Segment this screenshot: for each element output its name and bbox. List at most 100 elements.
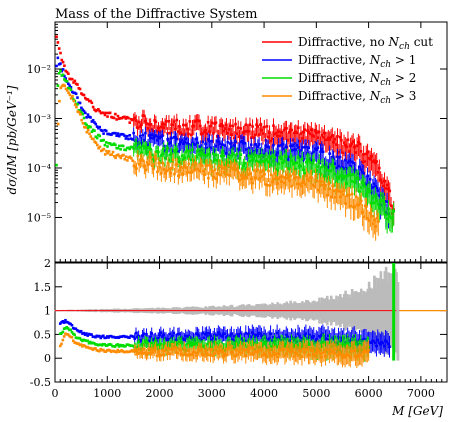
data-point — [205, 132, 209, 135]
ratio-point — [116, 348, 120, 352]
ratio-point — [190, 341, 194, 345]
data-point — [126, 159, 129, 162]
data-point — [191, 148, 194, 151]
data-point — [117, 117, 121, 120]
ratio-point — [125, 350, 129, 353]
data-point — [311, 161, 314, 165]
data-point — [227, 156, 231, 160]
data-point — [201, 169, 205, 173]
data-point — [184, 150, 188, 154]
ratio-point — [286, 335, 289, 339]
data-point — [65, 89, 69, 92]
data-point — [114, 112, 117, 116]
ratio-point — [175, 338, 178, 342]
data-point — [329, 169, 333, 173]
data-point — [272, 143, 275, 147]
data-point — [376, 202, 380, 206]
ratio-point — [200, 339, 203, 342]
data-point — [145, 161, 149, 164]
data-point — [306, 158, 309, 162]
ratio-point — [303, 351, 306, 354]
data-point — [186, 171, 189, 174]
ratio-point — [309, 348, 313, 352]
data-point — [131, 118, 134, 122]
ratio-point — [149, 335, 152, 339]
data-point — [179, 140, 183, 144]
data-point — [327, 182, 330, 185]
y-ratio-tick-label: 1.5 — [34, 281, 52, 294]
data-point — [341, 166, 345, 169]
ratio-point — [119, 343, 122, 347]
data-point — [92, 137, 95, 141]
data-point — [97, 108, 100, 111]
ratio-point — [173, 346, 177, 349]
data-point — [176, 156, 180, 160]
data-point — [144, 131, 147, 135]
ratio-point — [373, 341, 377, 345]
data-point — [255, 159, 258, 163]
ratio-point — [81, 332, 84, 335]
data-point — [251, 181, 255, 185]
ratio-point — [171, 334, 174, 338]
ratio-point — [71, 326, 75, 330]
data-point — [299, 164, 303, 168]
data-point — [71, 94, 74, 98]
data-point — [347, 159, 351, 163]
data-point — [311, 183, 315, 187]
data-point — [166, 161, 170, 165]
ratio-point — [261, 353, 265, 357]
ratio-point — [317, 334, 321, 338]
ratio-point — [281, 347, 284, 351]
ratio-point — [298, 349, 301, 353]
data-point — [333, 172, 337, 176]
ratio-point — [380, 340, 383, 344]
ratio-point — [136, 352, 139, 355]
data-point — [110, 143, 113, 147]
data-point — [368, 177, 372, 181]
data-point — [312, 150, 316, 154]
ratio-point — [133, 348, 137, 352]
ratio-point — [69, 335, 72, 339]
ratio-point — [244, 354, 248, 358]
data-point — [297, 145, 300, 149]
data-point — [358, 165, 362, 169]
data-point — [190, 170, 193, 174]
ratio-point — [236, 353, 240, 356]
ratio-point — [223, 332, 227, 336]
ratio-point — [308, 353, 312, 357]
data-point — [114, 131, 117, 135]
ratio-point — [217, 331, 220, 334]
main-panel: 10⁻⁵10⁻⁴10⁻³10⁻² — [27, 21, 448, 263]
data-point — [112, 131, 116, 135]
data-point — [116, 132, 120, 135]
data-point — [302, 168, 305, 172]
data-point — [229, 165, 232, 169]
data-point — [201, 152, 205, 156]
data-point — [178, 142, 181, 146]
ratio-point — [90, 333, 93, 336]
ratio-point — [324, 337, 327, 341]
ratio-point — [73, 341, 76, 344]
ratio-point — [117, 350, 121, 354]
data-point — [176, 130, 180, 133]
data-point — [204, 128, 207, 132]
data-point — [121, 115, 125, 119]
data-point — [211, 169, 214, 173]
data-point — [111, 143, 115, 146]
data-point — [268, 155, 271, 159]
data-point — [303, 171, 307, 175]
ratio-point — [126, 343, 130, 346]
ratio-point — [120, 335, 123, 338]
ratio-point — [82, 344, 86, 347]
data-point — [320, 180, 324, 183]
data-point — [258, 177, 261, 181]
ratio-point — [107, 336, 110, 339]
data-point — [77, 86, 81, 90]
data-point — [358, 142, 362, 146]
data-point — [170, 123, 173, 126]
ratio-point — [176, 351, 180, 355]
data-point — [219, 154, 223, 158]
data-point — [187, 162, 191, 166]
data-point — [160, 171, 163, 175]
data-point — [128, 155, 132, 159]
